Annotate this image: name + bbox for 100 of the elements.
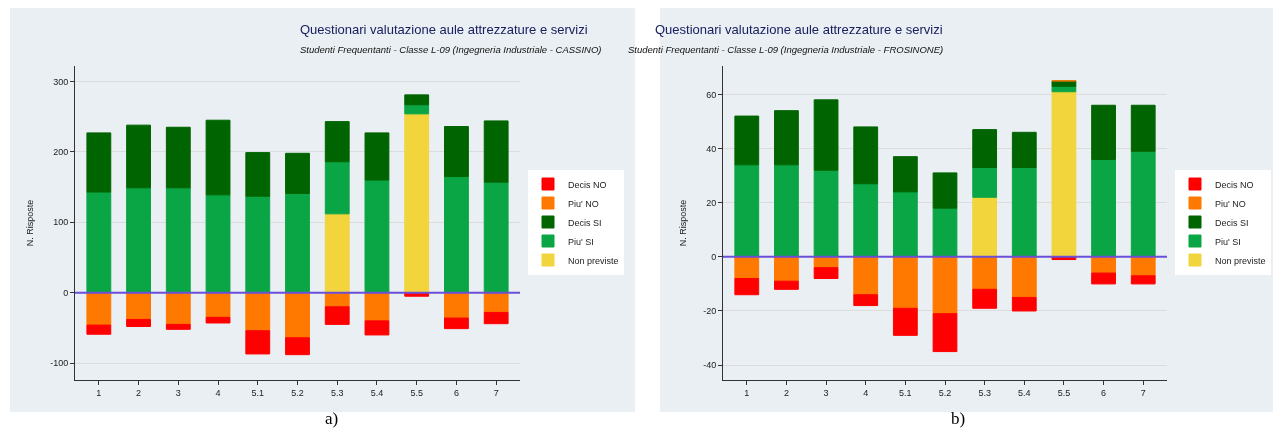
bar bbox=[932, 207, 958, 258]
chart-subtitle: Studenti Frequentanti - Classe L-09 (Ingegneria Industriale - CASSINO) bbox=[300, 44, 602, 55]
bar bbox=[932, 313, 958, 353]
bar bbox=[1091, 158, 1116, 258]
bar bbox=[813, 267, 839, 279]
x-tick-label: 1 bbox=[744, 387, 750, 398]
bar bbox=[813, 169, 839, 258]
bar bbox=[285, 192, 310, 294]
y-tick-label: 20 bbox=[706, 197, 717, 208]
legend-label: Piu' SI bbox=[1215, 236, 1241, 247]
bar bbox=[774, 280, 799, 290]
bar bbox=[165, 292, 191, 325]
bar bbox=[285, 152, 310, 194]
bar bbox=[86, 191, 112, 294]
bar bbox=[245, 292, 271, 332]
bar bbox=[734, 164, 760, 258]
bar bbox=[285, 292, 310, 339]
bar bbox=[892, 191, 918, 258]
bar bbox=[1011, 296, 1037, 312]
bar bbox=[364, 320, 390, 336]
chart-subtitle: Studenti Frequentanti - Classe L-09 (Ingegneria Industriale - FROSINONE) bbox=[628, 44, 944, 55]
bar bbox=[444, 176, 469, 294]
x-tick-label: 5.3 bbox=[978, 387, 991, 398]
bar bbox=[1051, 91, 1077, 258]
bar bbox=[285, 337, 310, 356]
bar bbox=[483, 181, 509, 294]
bar bbox=[774, 256, 799, 282]
bar bbox=[324, 161, 350, 215]
bar bbox=[1130, 150, 1156, 258]
bar bbox=[972, 196, 998, 258]
bar bbox=[932, 256, 958, 315]
bar bbox=[853, 256, 879, 296]
bar bbox=[1130, 275, 1156, 285]
legend-label: Decis SI bbox=[568, 217, 602, 228]
x-tick-label: 5.5 bbox=[1057, 387, 1071, 398]
bar bbox=[245, 330, 271, 355]
bar bbox=[165, 323, 191, 330]
y-tick-label: 300 bbox=[53, 76, 69, 87]
bar bbox=[734, 115, 760, 166]
chart-title: Questionari valutazione aule attrezzature e servizi bbox=[300, 22, 588, 37]
bar bbox=[165, 126, 191, 189]
x-tick-label: 5.2 bbox=[291, 387, 304, 398]
x-tick-label: 7 bbox=[493, 387, 499, 398]
bar bbox=[932, 172, 958, 209]
y-tick-label: 0 bbox=[63, 287, 69, 298]
bar bbox=[245, 195, 271, 294]
bar bbox=[853, 183, 879, 258]
bar bbox=[972, 129, 998, 169]
x-tick-label: 5.2 bbox=[938, 387, 952, 398]
legend-label: Decis SI bbox=[1215, 217, 1249, 228]
bar bbox=[86, 292, 112, 326]
text: b) bbox=[951, 409, 966, 428]
legend-label: Non previste bbox=[1215, 255, 1266, 266]
bar bbox=[1011, 131, 1037, 169]
bar bbox=[324, 213, 350, 294]
bar bbox=[892, 156, 918, 193]
x-tick-label: 4 bbox=[215, 387, 221, 398]
y-axis-title: N. Risposte bbox=[677, 199, 688, 247]
bar bbox=[483, 311, 509, 325]
bar bbox=[813, 99, 839, 171]
text: a) bbox=[325, 409, 339, 428]
bar bbox=[205, 194, 231, 294]
x-tick-label: 6 bbox=[453, 387, 459, 398]
bar bbox=[734, 277, 760, 296]
bar bbox=[853, 126, 879, 185]
y-tick-label: 100 bbox=[53, 217, 69, 228]
x-tick-label: 5.1 bbox=[899, 387, 912, 398]
bar bbox=[1011, 256, 1037, 298]
bar bbox=[126, 187, 151, 294]
bar bbox=[324, 306, 350, 325]
bar bbox=[404, 104, 430, 115]
bar bbox=[774, 164, 799, 258]
bar bbox=[483, 120, 509, 183]
chart-title: Questionari valutazione aule attrezzature e servizi bbox=[655, 22, 943, 37]
y-tick-label: 40 bbox=[706, 143, 717, 154]
y-tick-label: 60 bbox=[706, 89, 717, 100]
bar bbox=[972, 167, 998, 198]
bar bbox=[1091, 272, 1116, 285]
x-tick-label: 6 bbox=[1101, 387, 1107, 398]
x-tick-label: 5.4 bbox=[1018, 387, 1031, 398]
bar bbox=[892, 307, 918, 336]
bar bbox=[364, 132, 390, 181]
y-axis-title: N. Risposte bbox=[24, 199, 35, 247]
bar bbox=[1130, 104, 1156, 152]
bar bbox=[1011, 167, 1037, 258]
bar bbox=[324, 121, 350, 163]
bar bbox=[444, 317, 469, 330]
x-tick-label: 2 bbox=[136, 387, 142, 398]
legend-label: Decis NO bbox=[1215, 179, 1254, 190]
x-tick-label: 1 bbox=[96, 387, 102, 398]
bar bbox=[1091, 104, 1116, 160]
bar bbox=[205, 316, 231, 324]
x-tick-label: 5.4 bbox=[370, 387, 384, 398]
legend-label: Piu' NO bbox=[568, 198, 599, 209]
y-tick-label: -100 bbox=[50, 358, 69, 369]
x-tick-label: 7 bbox=[1140, 387, 1146, 398]
bar bbox=[892, 256, 918, 309]
bar bbox=[245, 152, 271, 197]
bar bbox=[126, 318, 151, 327]
x-tick-label: 5.5 bbox=[410, 387, 423, 398]
